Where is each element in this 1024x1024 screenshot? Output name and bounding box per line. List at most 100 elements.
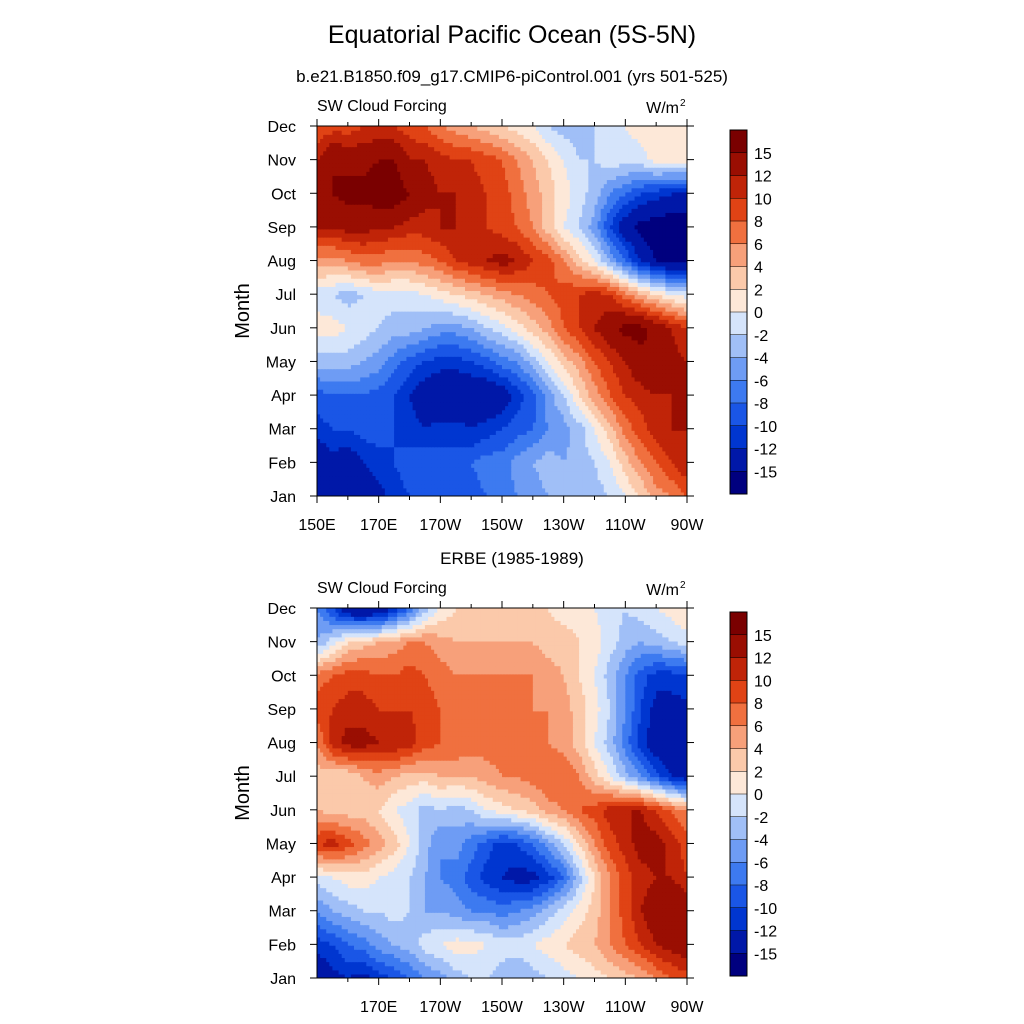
contour-cell — [452, 491, 457, 496]
contour-cell — [357, 487, 361, 493]
contour-cell — [495, 463, 500, 468]
contour-cell — [452, 401, 457, 407]
contour-cell — [508, 491, 512, 496]
contour-cell — [446, 434, 451, 440]
contour-cell — [443, 459, 448, 464]
contour-cell — [409, 323, 414, 329]
contour-cell — [452, 405, 457, 411]
contour-cell — [465, 323, 469, 329]
contour-cell — [585, 438, 589, 444]
contour-cell — [452, 467, 457, 472]
contour-cell — [347, 422, 352, 427]
contour-cell — [622, 487, 626, 493]
contour-cell — [505, 446, 509, 452]
contour-cell — [471, 376, 475, 382]
contour-cell — [566, 352, 571, 357]
contour-cell — [640, 376, 645, 382]
contour-cell — [387, 475, 392, 481]
contour-cell — [391, 327, 395, 333]
contour-cell — [665, 339, 670, 345]
contour-cell — [468, 364, 472, 370]
contour-cell — [344, 413, 349, 419]
contour-cell — [394, 327, 398, 333]
contour-cell — [363, 327, 367, 333]
contour-cell — [640, 409, 645, 415]
contour-cell — [597, 360, 602, 366]
contour-cell — [452, 397, 457, 403]
contour-cell — [387, 487, 392, 493]
contour-cell — [449, 438, 454, 444]
contour-cell — [566, 426, 571, 431]
contour-cell — [680, 331, 685, 337]
contour-cell — [477, 352, 482, 357]
contour-cell — [366, 409, 371, 415]
contour-cell — [387, 405, 392, 411]
contour-cell — [588, 438, 593, 444]
contour-cell — [650, 376, 654, 382]
contour-cell — [650, 454, 654, 460]
contour-cell — [634, 475, 639, 481]
contour-cell — [683, 426, 687, 431]
contour-cell — [332, 352, 337, 357]
contour-cell — [609, 339, 614, 345]
contour-cell — [378, 401, 383, 407]
contour-cell — [557, 463, 562, 468]
contour-cell — [625, 438, 630, 444]
contour-cell — [320, 405, 324, 411]
contour-cell — [613, 360, 617, 366]
contour-cell — [338, 438, 343, 444]
contour-cell — [535, 360, 540, 366]
contour-cell — [471, 409, 475, 415]
contour-cell — [329, 491, 334, 496]
contour-cell — [557, 327, 562, 333]
contour-cell — [594, 446, 599, 452]
contour-cell — [683, 438, 687, 444]
contour-cell — [415, 426, 420, 431]
contour-cell — [535, 413, 540, 419]
contour-cell — [643, 339, 648, 345]
contour-cell — [502, 417, 506, 423]
contour-cell — [428, 364, 432, 370]
contour-cell — [594, 343, 599, 349]
contour-cell — [317, 430, 321, 435]
contour-cell — [446, 417, 451, 423]
contour-cell — [320, 487, 324, 493]
contour-cell — [326, 467, 330, 472]
contour-cell — [600, 438, 605, 444]
contour-cell — [483, 323, 488, 329]
contour-cell — [366, 352, 371, 357]
contour-cell — [597, 376, 602, 382]
contour-cell — [440, 385, 445, 390]
contour-cell — [406, 352, 411, 357]
contour-cell — [354, 483, 358, 489]
contour-cell — [406, 483, 411, 489]
contour-cell — [431, 417, 435, 423]
contour-cell — [511, 401, 515, 407]
contour-cell — [477, 327, 482, 333]
contour-cell — [458, 409, 463, 415]
contour-cell — [662, 331, 667, 337]
contour-cell — [350, 450, 355, 456]
contour-cell — [403, 348, 408, 353]
contour-cell — [594, 417, 599, 423]
contour-cell — [412, 459, 417, 464]
contour-cell — [341, 413, 346, 419]
contour-cell — [508, 331, 512, 337]
contour-cell — [634, 454, 639, 460]
contour-cell — [683, 343, 687, 349]
contour-cell — [415, 360, 420, 366]
contour-cell — [619, 442, 623, 448]
contour-cell — [489, 393, 494, 398]
contour-cell — [332, 467, 337, 472]
contour-cell — [653, 434, 657, 440]
contour-cell — [542, 479, 546, 485]
contour-cell — [582, 343, 586, 349]
contour-cell — [514, 372, 519, 378]
contour-cell — [616, 372, 620, 378]
contour-cell — [523, 426, 528, 431]
contour-cell — [650, 327, 654, 333]
contour-cell — [563, 467, 568, 472]
contour-cell — [588, 356, 593, 361]
contour-cell — [616, 459, 620, 464]
contour-cell — [662, 393, 667, 398]
